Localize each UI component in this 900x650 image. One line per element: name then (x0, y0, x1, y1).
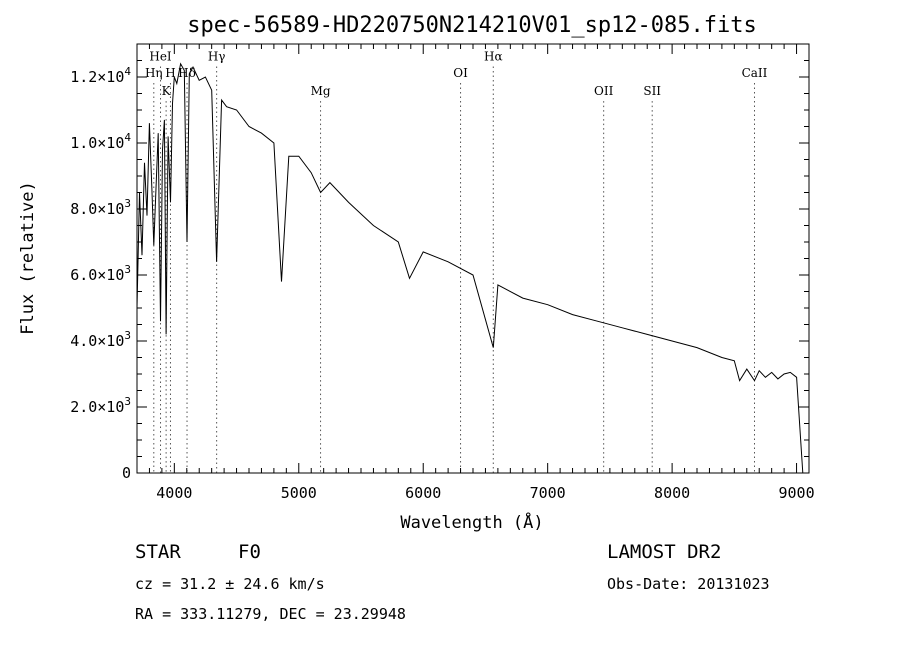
survey-name: LAMOST DR2 (607, 541, 722, 563)
y-tick-label: 2.0×103 (70, 395, 131, 416)
line-marker-label: OI (453, 66, 468, 80)
y-tick-label: 6.0×103 (70, 263, 131, 284)
coordinates: RA = 333.11279, DEC = 23.29948 (135, 605, 406, 623)
y-tick-label: 4.0×103 (70, 329, 131, 350)
object-subclass: F0 (238, 541, 261, 563)
line-marker-label: K (162, 84, 172, 98)
x-axis-label: Wavelength (Å) (400, 511, 543, 533)
x-tick-label: 9000 (778, 484, 814, 502)
redshift-cz: cz = 31.2 ± 24.6 km/s (135, 575, 325, 593)
y-tick-label: 8.0×103 (70, 197, 131, 218)
line-marker-label: Hα (484, 50, 503, 64)
y-tick-label: 1.2×104 (70, 65, 131, 86)
y-tick-label: 0 (122, 464, 131, 482)
line-marker-label: HeI (149, 50, 172, 64)
y-tick-label: 1.0×104 (70, 131, 131, 152)
y-axis: 0 2.0×103 4.0×103 6.0×103 8.0×103 1.0×104 1.2×… (70, 43, 809, 482)
line-marker-label: SII (643, 84, 661, 98)
x-tick-label: 6000 (405, 484, 441, 502)
line-marker-label: CaII (742, 66, 768, 80)
line-marker-label: OII (594, 84, 614, 98)
spectrum-series-line (136, 62, 804, 474)
x-axis: 4000 5000 6000 7000 8000 9000 (136, 44, 815, 502)
object-type: STAR (135, 541, 181, 563)
chart-title: spec-56589-HD220750N214210V01_sp12-085.f… (187, 13, 757, 38)
line-marker-label: Mg (311, 84, 331, 98)
y-axis-label: Flux (relative) (18, 181, 38, 335)
plot-frame (136, 43, 810, 474)
line-marker-label: H (165, 66, 175, 80)
x-tick-label: 7000 (530, 484, 566, 502)
x-tick-label: 5000 (281, 484, 317, 502)
x-tick-label: 4000 (156, 484, 192, 502)
obs-date: Obs-Date: 20131023 (607, 575, 770, 593)
line-marker-label: Hη (145, 66, 163, 80)
line-marker-label: Hγ (208, 50, 226, 64)
x-tick-label: 8000 (654, 484, 690, 502)
